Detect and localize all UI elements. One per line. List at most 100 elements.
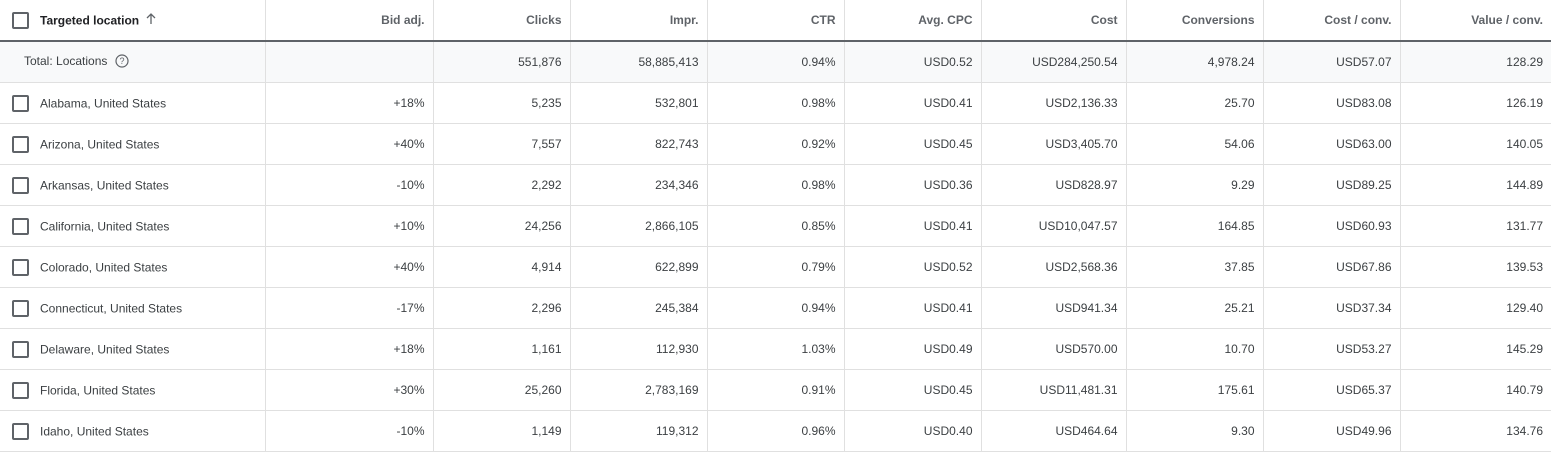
impr-cell: 2,783,169 [570,369,708,411]
cost-cell: USD11,481.31 [981,369,1127,411]
avg-cpc-cell: USD0.41 [844,82,982,124]
value-per-conv-cell: 145.29 [1400,328,1551,370]
total-row: Total: Locations? 551,876 58,885,413 0.9… [0,41,1551,83]
cost-cell: USD828.97 [981,164,1127,206]
clicks-cell: 5,235 [433,82,571,124]
clicks-cell: 1,149 [433,410,571,452]
row-checkbox[interactable] [12,422,29,440]
clicks-cell: 25,260 [433,369,571,411]
location-cell: California, United States [0,205,266,247]
bid-adj-cell[interactable]: -10% [265,164,434,206]
column-header-ctr[interactable]: CTR [707,0,845,42]
column-header-conversions[interactable]: Conversions [1126,0,1264,42]
cost-per-conv-cell: USD89.25 [1263,164,1401,206]
ctr-cell: 0.79% [707,246,845,288]
row-checkbox[interactable] [12,258,29,276]
location-cell: Connecticut, United States [0,287,266,329]
row-checkbox[interactable] [12,135,29,153]
location-cell: Colorado, United States [0,246,266,288]
cost-cell: USD3,405.70 [981,123,1127,165]
cost-cell: USD2,136.33 [981,82,1127,124]
value-per-conv-cell: 140.05 [1400,123,1551,165]
clicks-cell: 1,161 [433,328,571,370]
bid-adj-cell[interactable]: +18% [265,328,434,370]
clicks-cell: 2,292 [433,164,571,206]
value-per-conv-cell: 126.19 [1400,82,1551,124]
conversions-cell: 54.06 [1126,123,1264,165]
table-row: Arizona, United States +40% 7,557 822,743 0.… [0,123,1551,165]
total-avg-cpc: USD0.52 [844,41,982,83]
ctr-cell: 0.94% [707,287,845,329]
avg-cpc-cell: USD0.41 [844,205,982,247]
table-row: Colorado, United States +40% 4,914 622,899 0… [0,246,1551,288]
value-per-conv-cell: 131.77 [1400,205,1551,247]
impr-cell: 112,930 [570,328,708,370]
total-cost-per-conv: USD57.07 [1263,41,1401,83]
cost-per-conv-cell: USD83.08 [1263,82,1401,124]
location-name: Alabama, United States [40,96,167,110]
bid-adj-cell[interactable]: +40% [265,123,434,165]
help-icon[interactable]: ? [115,53,129,71]
table-row: California, United States +10% 24,256 2,866… [0,205,1551,247]
location-cell: Arizona, United States [0,123,266,165]
total-label: Total: Locations [24,54,108,69]
column-header-impr[interactable]: Impr. [570,0,708,42]
row-checkbox[interactable] [12,94,29,112]
location-name: Colorado, United States [40,260,168,274]
cost-per-conv-cell: USD67.86 [1263,246,1401,288]
column-header-bid-adj[interactable]: Bid adj. [265,0,434,42]
arrow-up-icon[interactable] [145,12,157,28]
cost-per-conv-cell: USD60.93 [1263,205,1401,247]
column-header-cost-per-conv[interactable]: Cost / conv. [1263,0,1401,42]
row-checkbox[interactable] [12,217,29,235]
row-checkbox[interactable] [12,381,29,399]
column-header-targeted-location[interactable]: Targeted location [0,0,266,42]
value-per-conv-cell: 144.89 [1400,164,1551,206]
clicks-cell: 2,296 [433,287,571,329]
impr-cell: 119,312 [570,410,708,452]
avg-cpc-cell: USD0.45 [844,123,982,165]
ctr-cell: 0.98% [707,82,845,124]
bid-adj-cell[interactable]: -17% [265,287,434,329]
bid-adj-cell[interactable]: +18% [265,82,434,124]
location-name: Arizona, United States [40,137,160,151]
cost-cell: USD464.64 [981,410,1127,452]
bid-adj-cell[interactable]: -10% [265,410,434,452]
row-checkbox[interactable] [12,176,29,194]
row-checkbox[interactable] [12,340,29,358]
table-row: Florida, United States +30% 25,260 2,783,16… [0,369,1551,411]
row-checkbox[interactable] [12,299,29,317]
column-header-cost[interactable]: Cost [981,0,1127,42]
total-impr: 58,885,413 [570,41,708,83]
impr-cell: 234,346 [570,164,708,206]
impr-cell: 2,866,105 [570,205,708,247]
avg-cpc-cell: USD0.40 [844,410,982,452]
bid-adj-cell[interactable]: +30% [265,369,434,411]
avg-cpc-cell: USD0.41 [844,287,982,329]
cost-per-conv-cell: USD53.27 [1263,328,1401,370]
location-cell: Arkansas, United States [0,164,266,206]
column-header-value-per-conv[interactable]: Value / conv. [1400,0,1551,42]
conversions-cell: 25.21 [1126,287,1264,329]
conversions-cell: 9.30 [1126,410,1264,452]
conversions-cell: 164.85 [1126,205,1264,247]
ctr-cell: 0.85% [707,205,845,247]
table-row: Idaho, United States -10% 1,149 119,312 0.96… [0,410,1551,452]
bid-adj-cell[interactable]: +10% [265,205,434,247]
avg-cpc-cell: USD0.49 [844,328,982,370]
cost-per-conv-cell: USD49.96 [1263,410,1401,452]
total-clicks: 551,876 [433,41,571,83]
column-header-avg-cpc[interactable]: Avg. CPC [844,0,982,42]
total-ctr: 0.94% [707,41,845,83]
table-row: Arkansas, United States -10% 2,292 234,346 0… [0,164,1551,206]
bid-adj-cell[interactable]: +40% [265,246,434,288]
value-per-conv-cell: 139.53 [1400,246,1551,288]
avg-cpc-cell: USD0.45 [844,369,982,411]
avg-cpc-cell: USD0.52 [844,246,982,288]
column-header-clicks[interactable]: Clicks [433,0,571,42]
table-row: Delaware, United States +18% 1,161 112,930 1… [0,328,1551,370]
location-cell: Idaho, United States [0,410,266,452]
clicks-cell: 7,557 [433,123,571,165]
ctr-cell: 1.03% [707,328,845,370]
select-all-checkbox[interactable] [12,11,29,29]
